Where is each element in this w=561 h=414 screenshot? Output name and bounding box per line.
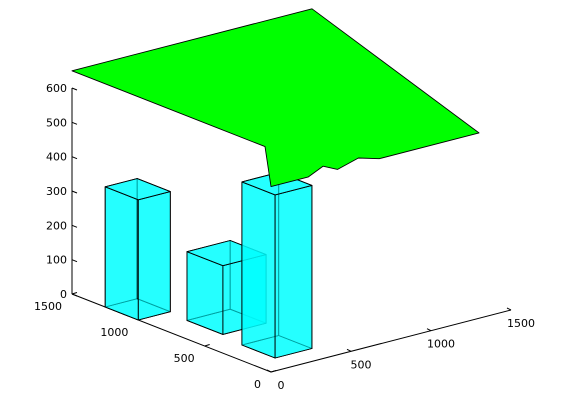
y-tick-label: 1500 (34, 300, 62, 313)
x-tick-label: 1500 (507, 317, 535, 330)
y-tick-mark (270, 370, 277, 373)
y-tick-mark (204, 344, 210, 347)
y-tick-label: 0 (254, 378, 261, 391)
x-tick-label: 1000 (427, 338, 455, 351)
y-tick-mark (71, 292, 78, 295)
z-tick-label: 0 (60, 288, 67, 301)
z-tick-mark (71, 259, 78, 263)
y-tick-label: 1000 (100, 326, 128, 339)
y-tick-label: 500 (174, 352, 195, 365)
box-face-left-x (104, 186, 139, 321)
z-tick-mark (71, 293, 78, 297)
box-face-left-x (186, 251, 224, 335)
boxes-layer (104, 171, 313, 359)
z-tick-mark (71, 224, 78, 228)
z-tick-label: 200 (46, 219, 67, 232)
x-axis-line (270, 309, 512, 373)
x-tick-mark (346, 348, 352, 352)
z-tick-mark (71, 87, 78, 91)
box-face-front-y (274, 184, 313, 359)
z-tick-label: 400 (46, 151, 67, 164)
roof-surface (71, 8, 480, 188)
x-tick-label: 500 (351, 358, 372, 371)
box-right-tallest (241, 171, 313, 359)
box-left-tall (104, 178, 171, 321)
x-tick-label: 0 (278, 379, 285, 392)
plate-layer (71, 8, 480, 188)
z-tick-label: 300 (46, 185, 67, 198)
box-face-front-y (137, 191, 171, 321)
ticks-layer: 0100200300400500600050010001500050010001… (34, 82, 535, 392)
z-tick-mark (71, 190, 78, 194)
z-tick-label: 100 (46, 254, 67, 267)
box-face-left-x (241, 181, 276, 359)
x-tick-mark (426, 328, 432, 332)
z-tick-mark (71, 156, 78, 160)
x-tick-mark (506, 307, 512, 311)
x-tick-mark (266, 369, 272, 373)
z-tick-mark (71, 121, 78, 125)
box-face-top (104, 178, 171, 201)
z-tick-label: 500 (46, 116, 67, 129)
z-tick-label: 600 (46, 82, 67, 95)
